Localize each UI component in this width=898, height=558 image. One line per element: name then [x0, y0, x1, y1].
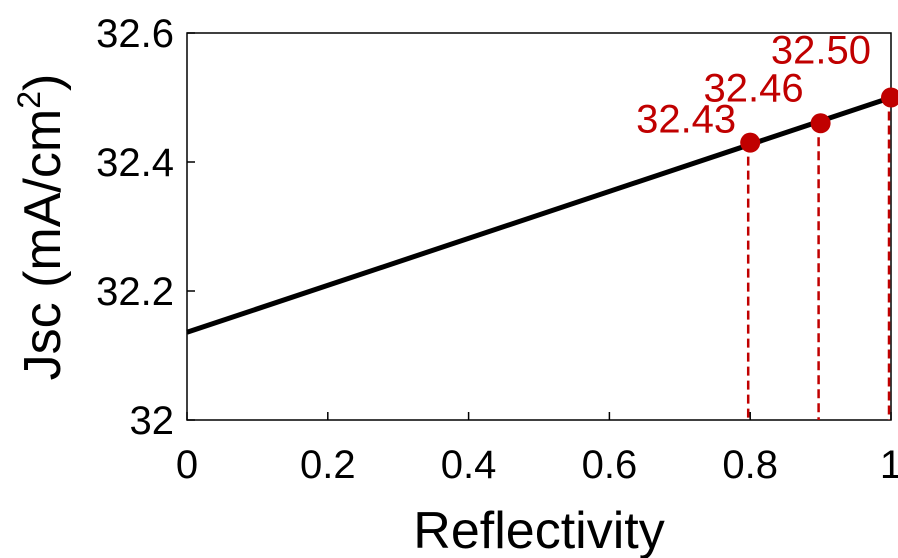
y-tick-label: 32.6	[96, 12, 174, 56]
y-axis-title-close: )	[14, 74, 72, 91]
highlight-marker	[881, 87, 898, 108]
x-tick-label: 0.2	[300, 443, 356, 487]
x-axis-ticks: 0 0.2 0.4 0.6 0.8 1	[176, 412, 898, 487]
highlight-marker	[740, 132, 761, 153]
y-tick-label: 32	[130, 399, 175, 443]
drop-lines	[746, 97, 891, 420]
data-label: 32.50	[771, 29, 871, 73]
highlight-markers	[740, 87, 898, 153]
x-axis-title: Reflectivity	[413, 502, 664, 558]
x-tick-label: 0.4	[441, 443, 497, 487]
plot-area-frame	[186, 32, 892, 421]
y-tick-label: 32.2	[96, 270, 174, 314]
y-axis-ticks: 32 32.2 32.4 32.6	[96, 12, 195, 443]
series-line	[186, 95, 892, 335]
x-tick-label: 0	[176, 443, 198, 487]
x-tick-label: 0.6	[582, 443, 638, 487]
y-tick-label: 32.4	[96, 141, 174, 185]
y-axis-title-superscript: 2	[11, 91, 47, 109]
y-axis-title-main: Jsc (mA/cm	[14, 109, 72, 381]
x-tick-label: 0.8	[722, 443, 778, 487]
data-label: 32.46	[703, 66, 803, 110]
y-axis-title: Jsc (mA/cm2)	[11, 74, 72, 381]
data-label: 32.43	[636, 98, 736, 142]
x-tick-label: 1	[880, 443, 898, 487]
series-lines	[186, 95, 892, 335]
highlight-marker	[810, 113, 831, 134]
